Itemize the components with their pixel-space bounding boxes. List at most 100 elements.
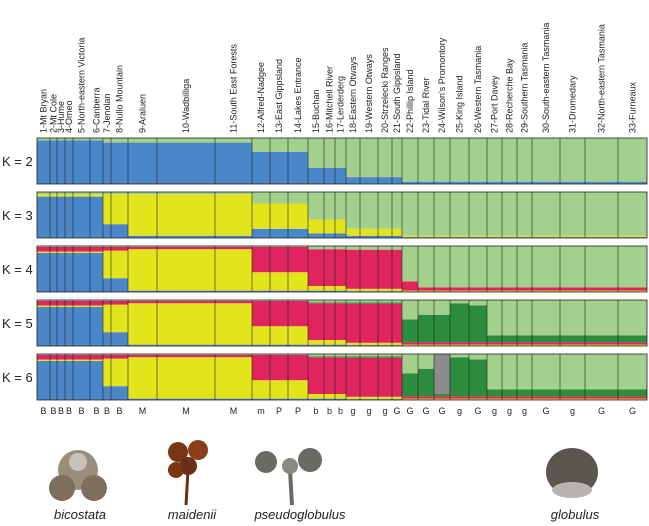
ancestry-segment: [469, 359, 487, 397]
ancestry-segment: [402, 290, 418, 292]
ancestry-segment: [111, 354, 128, 355]
taxon-code: G: [393, 406, 400, 416]
ancestry-segment: [618, 290, 647, 292]
ancestry-segment: [585, 354, 618, 390]
ancestry-segment: [335, 192, 346, 220]
ancestry-segment: [111, 332, 128, 346]
ancestry-segment: [288, 354, 308, 381]
ancestry-segment: [73, 306, 90, 346]
ancestry-segment: [560, 181, 585, 184]
ancestry-segment: [585, 192, 618, 236]
ancestry-segment: [402, 181, 418, 184]
ancestry-segment: [502, 342, 517, 345]
ancestry-segment: [103, 224, 111, 238]
ancestry-segment: [450, 290, 469, 292]
ancestry-segment: [157, 354, 215, 355]
ancestry-segment: [50, 300, 57, 306]
ancestry-segment: [487, 344, 502, 346]
ancestry-segment: [618, 138, 647, 182]
ancestry-segment: [585, 398, 618, 400]
ancestry-segment: [73, 251, 90, 253]
ancestry-segment: [57, 354, 65, 355]
ancestry-segment: [502, 344, 517, 346]
ancestry-segment: [346, 354, 360, 357]
ancestry-segment: [324, 167, 335, 184]
ancestry-segment: [532, 396, 560, 399]
ancestry-segment: [585, 287, 618, 291]
ancestry-segment: [324, 356, 335, 358]
ancestry-segment: [128, 138, 157, 143]
taxon-code: b: [327, 406, 332, 416]
ancestry-segment: [335, 398, 346, 400]
ancestry-segment: [57, 354, 65, 360]
ancestry-segment: [252, 203, 270, 229]
ancestry-segment: [392, 288, 402, 292]
ancestry-segment: [532, 335, 560, 343]
ancestry-segment: [335, 300, 346, 303]
ancestry-segment: [560, 287, 585, 291]
ancestry-segment: [434, 287, 450, 291]
ancestry-segment: [392, 303, 402, 343]
ancestry-segment: [37, 300, 50, 306]
population-label: 28-Recherche Bay: [505, 58, 515, 133]
ancestry-segment: [308, 219, 324, 234]
ancestry-segment: [517, 335, 532, 343]
panel-frame: [36, 191, 648, 239]
taxon-code: G: [629, 406, 636, 416]
ancestry-segment: [103, 386, 111, 400]
ancestry-segment: [73, 192, 90, 195]
ancestry-segment: [288, 138, 308, 152]
ancestry-segment: [392, 356, 402, 358]
ancestry-segment: [618, 237, 647, 238]
ancestry-segment: [57, 300, 65, 306]
ancestry-segment: [450, 192, 469, 236]
ancestry-segment: [103, 354, 111, 359]
ancestry-segment: [215, 192, 252, 195]
ancestry-segment: [585, 290, 618, 292]
population-label: 21-South Gippsland: [392, 53, 402, 133]
ancestry-segment: [252, 354, 270, 381]
ancestry-segment: [560, 300, 585, 336]
ancestry-segment: [50, 196, 57, 238]
ancestry-segment: [215, 354, 252, 358]
population-label: 11-South East Forests: [229, 44, 239, 133]
ancestry-segment: [560, 389, 585, 397]
ancestry-segment: [402, 373, 418, 397]
k-label: K = 3: [2, 208, 33, 223]
ancestry-segment: [402, 344, 418, 346]
ancestry-segment: [111, 304, 128, 333]
fruit-maidenii: [168, 440, 208, 506]
ancestry-segment: [103, 250, 111, 279]
ancestry-segment: [288, 228, 308, 238]
ancestry-segment: [532, 344, 560, 346]
ancestry-segment: [418, 342, 434, 345]
ancestry-segment: [469, 300, 487, 306]
ancestry-segment: [517, 290, 532, 292]
ancestry-segment: [37, 305, 50, 307]
fruit-globulus: [546, 448, 598, 498]
population-label: 23-Tidal River: [421, 77, 431, 133]
ancestry-segment: [103, 192, 111, 195]
population-label: 33-Furneaux: [628, 81, 638, 133]
ancestry-segment: [450, 396, 469, 399]
ancestry-segment: [469, 344, 487, 346]
ancestry-segment: [402, 138, 418, 182]
ancestry-segment: [65, 359, 73, 361]
ancestry-segment: [335, 138, 346, 168]
ancestry-segment: [252, 228, 270, 238]
ancestry-segment: [360, 246, 378, 250]
population-label: 2-Mt Cole: [49, 94, 59, 133]
ancestry-segment: [288, 354, 308, 355]
ancestry-segment: [469, 396, 487, 399]
ancestry-segment: [65, 360, 73, 400]
population-label: 30-South-eastern Tasmania: [541, 23, 551, 133]
ancestry-segment: [335, 357, 346, 395]
ancestry-segment: [469, 290, 487, 292]
ancestry-segment: [434, 235, 450, 238]
taxon-code: M: [139, 406, 147, 416]
taxon-code: G: [542, 406, 549, 416]
ancestry-segment: [346, 246, 360, 250]
ancestry-segment: [360, 399, 378, 400]
ancestry-segment: [434, 342, 450, 345]
ancestry-segment: [288, 380, 308, 399]
